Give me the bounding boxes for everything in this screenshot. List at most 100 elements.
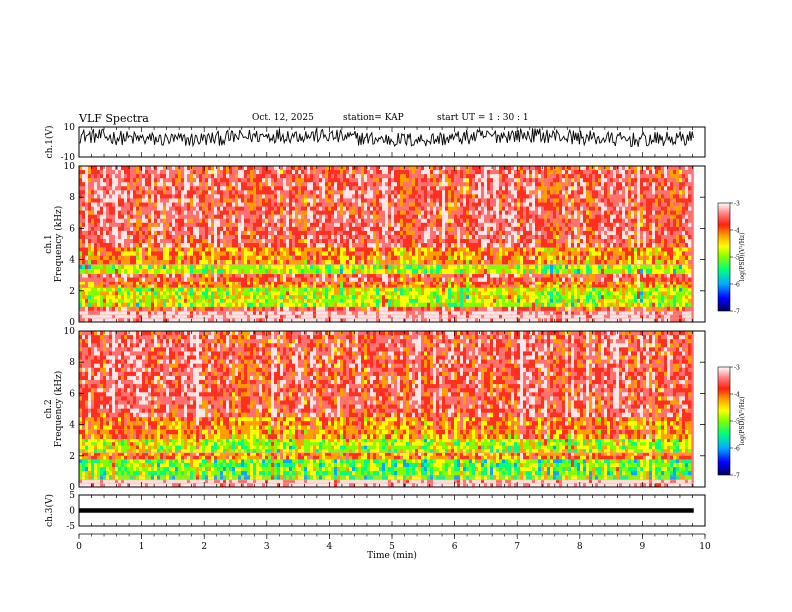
spectrogram-cell [250, 170, 254, 175]
spectrogram-cell [358, 318, 362, 323]
spectrogram-cell [559, 182, 563, 187]
spectrogram-cell [541, 306, 545, 312]
spectrogram-cell [673, 302, 677, 307]
spectrogram-cell [424, 318, 428, 323]
spectrogram-cell [370, 255, 374, 261]
spectrogram-cell [301, 302, 305, 307]
spectrogram-cell [307, 273, 311, 278]
spectrogram-cell [241, 255, 245, 261]
spectrogram-cell [307, 314, 311, 319]
spectrogram-cell [472, 255, 476, 261]
spectrogram-cell [460, 284, 464, 289]
spectrogram-cell [463, 170, 467, 175]
spectrogram-cell [238, 318, 242, 323]
spectrogram-cell [583, 306, 587, 312]
spectrogram-cell [535, 268, 539, 275]
spectrogram-cell [355, 259, 359, 265]
spectrogram-cell [445, 174, 449, 179]
spectrogram-cell [517, 314, 521, 319]
spectrogram-cell [448, 182, 452, 187]
spectrogram-cell [145, 291, 149, 296]
spectrogram-cell [331, 302, 335, 307]
spectrogram-cell [127, 284, 131, 289]
spectrogram-cell [178, 166, 182, 171]
spectrogram-cell [520, 255, 524, 261]
spectrogram-cell [472, 264, 476, 270]
spectrogram-cell [343, 264, 347, 270]
spectrogram-cell [304, 277, 308, 282]
spectrogram-cell [610, 284, 614, 289]
spectrogram-cell [154, 281, 158, 285]
spectrogram-cell [580, 311, 584, 316]
spectrogram-cell [178, 298, 182, 304]
spectrogram-cell [619, 182, 623, 187]
spectrogram-cell [667, 302, 671, 307]
spectrogram-cell [187, 178, 191, 183]
spectrogram-cell [655, 298, 659, 304]
spectrogram-cell [199, 302, 203, 307]
spectrogram-cell [496, 311, 500, 316]
spectrogram-cell [592, 268, 596, 275]
spectrogram-cell [196, 264, 200, 270]
spectrogram-cell [217, 251, 221, 257]
spectrogram-cell [307, 295, 311, 300]
spectrogram-cell [145, 268, 149, 275]
spectrogram-cell [355, 295, 359, 300]
spectrogram-cell [526, 170, 530, 175]
spectrogram-cell [136, 287, 140, 292]
spectrogram-cell [565, 170, 569, 175]
spectrogram-cell [682, 306, 686, 312]
spectrogram-cell [568, 291, 572, 296]
spectrogram-cell [544, 247, 548, 252]
spectrogram-cell [304, 251, 308, 257]
spectrogram-cell [319, 273, 323, 278]
spectrogram-cell [613, 251, 617, 257]
spectrogram-cell [193, 174, 197, 179]
spectrogram-cell [331, 284, 335, 289]
spectrogram-cell [280, 264, 284, 270]
spectrogram-cell [178, 306, 182, 312]
spectrogram-cell [250, 314, 254, 319]
spectrogram-cell [403, 291, 407, 296]
spectrogram-cell [649, 170, 653, 175]
spectrogram-cell [109, 255, 113, 261]
spectrogram-cell [571, 264, 575, 270]
spectrogram-cell [526, 318, 530, 323]
spectrogram-cell [661, 298, 665, 304]
spectrogram-cell [256, 302, 260, 307]
spectrogram-cell [85, 287, 89, 292]
spectrogram-cell [160, 314, 164, 319]
spectrogram-cell [412, 273, 416, 278]
spectrogram-cell [385, 178, 389, 183]
spectrogram-cell [304, 311, 308, 316]
spectrogram-cell [574, 170, 578, 175]
spectrogram-cell [265, 268, 269, 275]
spectrogram-cell [682, 166, 686, 171]
spectrogram-cell [271, 170, 275, 175]
spectrogram-cell [643, 166, 647, 171]
spectrogram-cell [163, 302, 167, 307]
spectrogram-cell [682, 277, 686, 282]
spectrogram-cell [514, 268, 518, 275]
spectrogram-cell [235, 182, 239, 187]
spectrogram-cell [160, 318, 164, 323]
spectrogram-cell [322, 311, 326, 316]
spectrogram-cell [580, 318, 584, 323]
spectrogram-cell [631, 166, 635, 171]
spectrogram-cell [478, 264, 482, 270]
spectrogram-cell [637, 170, 641, 175]
spectrogram-cell [448, 178, 452, 183]
spectrogram-cell [562, 247, 566, 252]
spectrogram-cell [685, 302, 689, 307]
spectrogram-cell [433, 291, 437, 296]
spectrogram-cell [298, 287, 302, 292]
spectrogram-cell [256, 295, 260, 300]
spectrogram-cell [415, 295, 419, 300]
spectrogram-cell [313, 255, 317, 261]
spectrogram-cell [202, 314, 206, 319]
spectrogram-cell [595, 287, 599, 292]
spectrogram-cell [196, 268, 200, 275]
spectrogram-cell [349, 178, 353, 183]
spectrogram-cell [199, 277, 203, 282]
spectrogram-cell [109, 268, 113, 275]
